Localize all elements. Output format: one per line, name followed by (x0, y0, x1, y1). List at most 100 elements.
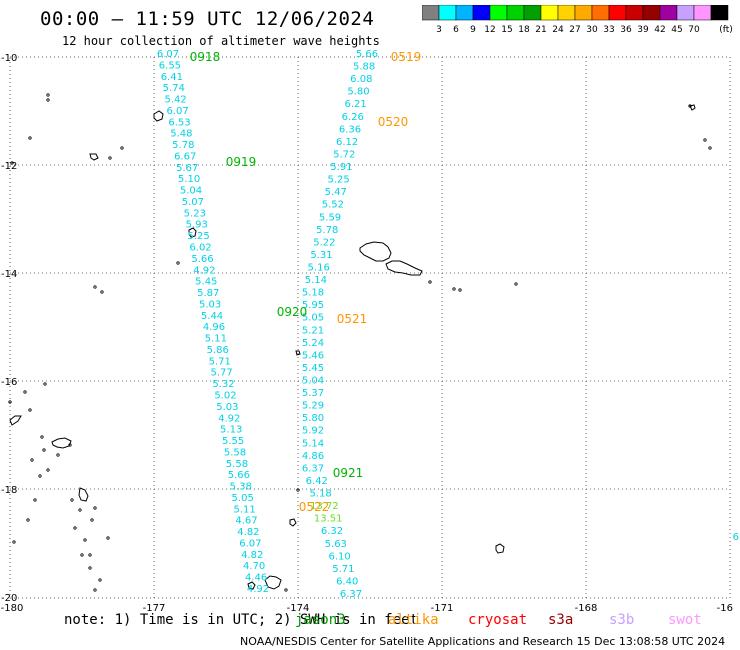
islet-dot (42, 448, 46, 452)
latitude-label: -18 (1, 485, 17, 496)
swh-value-track1: 5.87 (197, 288, 219, 299)
swh-value-track1: 4.92 (218, 413, 240, 424)
map-title: 00:00 — 11:59 UTC 12/06/2024 (40, 8, 375, 30)
swh-value-track1: 5.48 (170, 129, 192, 140)
swh-value-track1: 5.11 (205, 334, 227, 345)
islet-dot (12, 540, 16, 544)
swh-value-track2: 5.66 (356, 49, 378, 60)
island-outline (359, 241, 392, 262)
swh-value-track1: 4.67 (235, 516, 257, 527)
island-outline (247, 581, 256, 590)
latitude-label: -20 (1, 593, 17, 604)
swh-value-track1: 6.67 (174, 151, 196, 162)
colorbar-label: 27 (569, 25, 580, 35)
islet-dot (108, 156, 112, 160)
swh-value-track1: 6.07 (157, 49, 179, 60)
swh-value-track2: 5.47 (325, 187, 347, 198)
swh-value-track1: 5.05 (232, 493, 254, 504)
islet-dot (703, 138, 707, 142)
islet-dot (46, 468, 50, 472)
colorbar-label: 12 (484, 25, 495, 35)
longitude-label: -180 (1, 603, 24, 614)
swh-value-track1: 4.70 (243, 561, 265, 572)
colorbar-unit: (ft) (719, 25, 733, 35)
islet-dot (514, 282, 518, 286)
legend-altika: altika (388, 612, 439, 628)
islet-dot (83, 538, 87, 542)
swh-value-track2: 6.08 (350, 74, 372, 85)
islet-dot (80, 553, 84, 557)
swh-value-track1: 5.58 (224, 447, 246, 458)
islet-dot (30, 458, 34, 462)
islet-dot (98, 578, 102, 582)
latitude-label: -10 (1, 53, 17, 64)
islet-dot (46, 93, 50, 97)
latitude-label: -16 (1, 377, 17, 388)
swh-value-track2: 5.52 (322, 200, 344, 211)
colorbar-label: 15 (501, 25, 512, 35)
islet-dot (708, 146, 712, 150)
swh-value-track2: 6.21 (344, 99, 366, 110)
islet-dot (8, 400, 12, 404)
swh-value-track1: 5.67 (176, 163, 198, 174)
swh-value-track1: 4.82 (241, 550, 263, 561)
island-outline (495, 543, 505, 554)
map-border (9, 56, 731, 599)
pass-time-label: 0918 (190, 50, 221, 64)
island-outlines (8, 93, 712, 592)
swh-value-track1: 5.58 (226, 459, 248, 470)
color-swatch (710, 5, 729, 21)
swh-value-track2: 5.05 (302, 313, 324, 324)
swh-value-track2: 5.59 (319, 212, 341, 223)
swh-value-track2: 5.63 (325, 539, 347, 550)
pass-time-label: 0522 (299, 500, 330, 514)
swh-value-track1: 5.71 (209, 356, 231, 367)
islet-dot (10, 161, 14, 165)
islet-dot (100, 290, 104, 294)
swh-value-track1: 5.25 (188, 231, 210, 242)
island-outline (89, 153, 99, 161)
colorbar-label: 36 (620, 25, 632, 35)
colorbar-label: 45 (671, 25, 682, 35)
swh-value-track1: 6.53 (168, 117, 190, 128)
credit-line: NOAA/NESDIS Center for Satellite Applica… (240, 635, 726, 648)
islet-dot (88, 553, 92, 557)
swh-value-track1: 5.93 (186, 220, 208, 231)
color-scale-bar: 3 6 9 12 15 18 21 24 27 30 33 36 39 42 45 70 (ft) (422, 5, 733, 35)
swh-value-track1: 4.82 (237, 527, 259, 538)
islet-dot (73, 526, 77, 530)
islet-dot (284, 588, 288, 592)
swh-value-track2: 6.40 (336, 576, 358, 587)
islet-dot (46, 98, 50, 102)
islet-dot (28, 136, 32, 140)
swh-value-track1: 5.04 (180, 186, 202, 197)
swh-value-track1: 4.92 (247, 584, 269, 595)
swh-value-track2: 6.37 (302, 463, 324, 474)
colorbar-label: 21 (535, 25, 546, 35)
swh-value-track1: 5.13 (220, 425, 242, 436)
islet-dot (23, 390, 27, 394)
swh-value-track1: 6.07 (239, 538, 261, 549)
swh-value-track2: 5.31 (310, 250, 332, 261)
map-grid (10, 57, 730, 598)
swh-value-track2: 5.71 (332, 564, 354, 575)
legend-s3b: s3b (609, 612, 635, 628)
swh-value-track1: 5.77 (210, 368, 232, 379)
colorbar-label: 9 (470, 25, 476, 35)
colorbar-label: 3 (436, 25, 442, 35)
swh-value-track1: 5.23 (184, 208, 206, 219)
swh-value-track2: 6.42 (306, 476, 328, 487)
longitude-label: -174 (287, 603, 310, 614)
colorbar-label: 6 (453, 25, 459, 35)
swh-value-track2: 6.37 (340, 589, 362, 600)
legend-swot: swot (668, 612, 702, 628)
swh-value-track1: 5.66 (228, 470, 250, 481)
swh-value-track1: 5.78 (172, 140, 194, 151)
islet-dot (452, 287, 456, 291)
swh-value-track2: 6.36 (339, 124, 361, 135)
map-subtitle: 12 hour collection of altimeter wave hei… (62, 34, 380, 48)
islet-dot (120, 146, 124, 150)
pass-time-label: 0519 (391, 50, 422, 64)
islet-dot (68, 443, 72, 447)
swh-value-track2: 5.80 (347, 87, 369, 98)
